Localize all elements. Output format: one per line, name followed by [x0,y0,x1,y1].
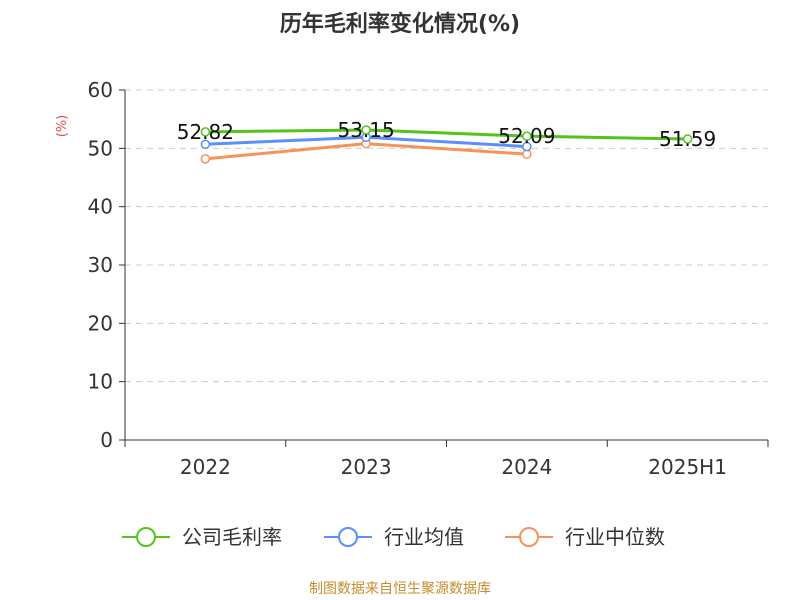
legend-marker [519,527,539,547]
y-tick-label: 20 [88,311,113,335]
data-point [200,154,211,164]
y-axis-label: (%) [55,115,70,138]
legend-label: 行业中位数 [565,525,665,549]
x-tick-label: 2025H1 [648,455,727,479]
data-point [522,141,532,152]
series-line-0 [205,128,688,141]
y-tick-label: 30 [88,253,113,277]
data-point [361,125,371,135]
legend-label: 行业均值 [384,525,464,549]
data-point [682,134,693,144]
y-tick-label: 60 [88,78,113,102]
legend-label: 公司毛利率 [182,525,282,549]
data-point [200,139,211,149]
data-label: 51.59 [659,127,716,151]
y-tick-label: 10 [88,370,113,394]
y-tick-label: 40 [88,195,113,219]
data-label: 52.09 [498,124,555,148]
data-point [522,131,532,141]
y-tick-label: 50 [88,136,113,160]
y-tick-label: 0 [100,428,113,452]
x-tick-label: 2023 [341,455,392,479]
data-label: 53.15 [337,118,394,142]
source-note: 制图数据来自恒生聚源数据库 [309,581,491,597]
legend-marker [338,527,358,547]
legend-marker [136,527,156,547]
data-point [200,127,211,137]
x-tick-label: 2024 [501,455,552,479]
chart-title: 历年毛利率变化情况(%) [279,12,521,37]
data-label: 52.82 [177,120,234,144]
x-tick-label: 2022 [180,455,231,479]
data-point [522,149,532,159]
